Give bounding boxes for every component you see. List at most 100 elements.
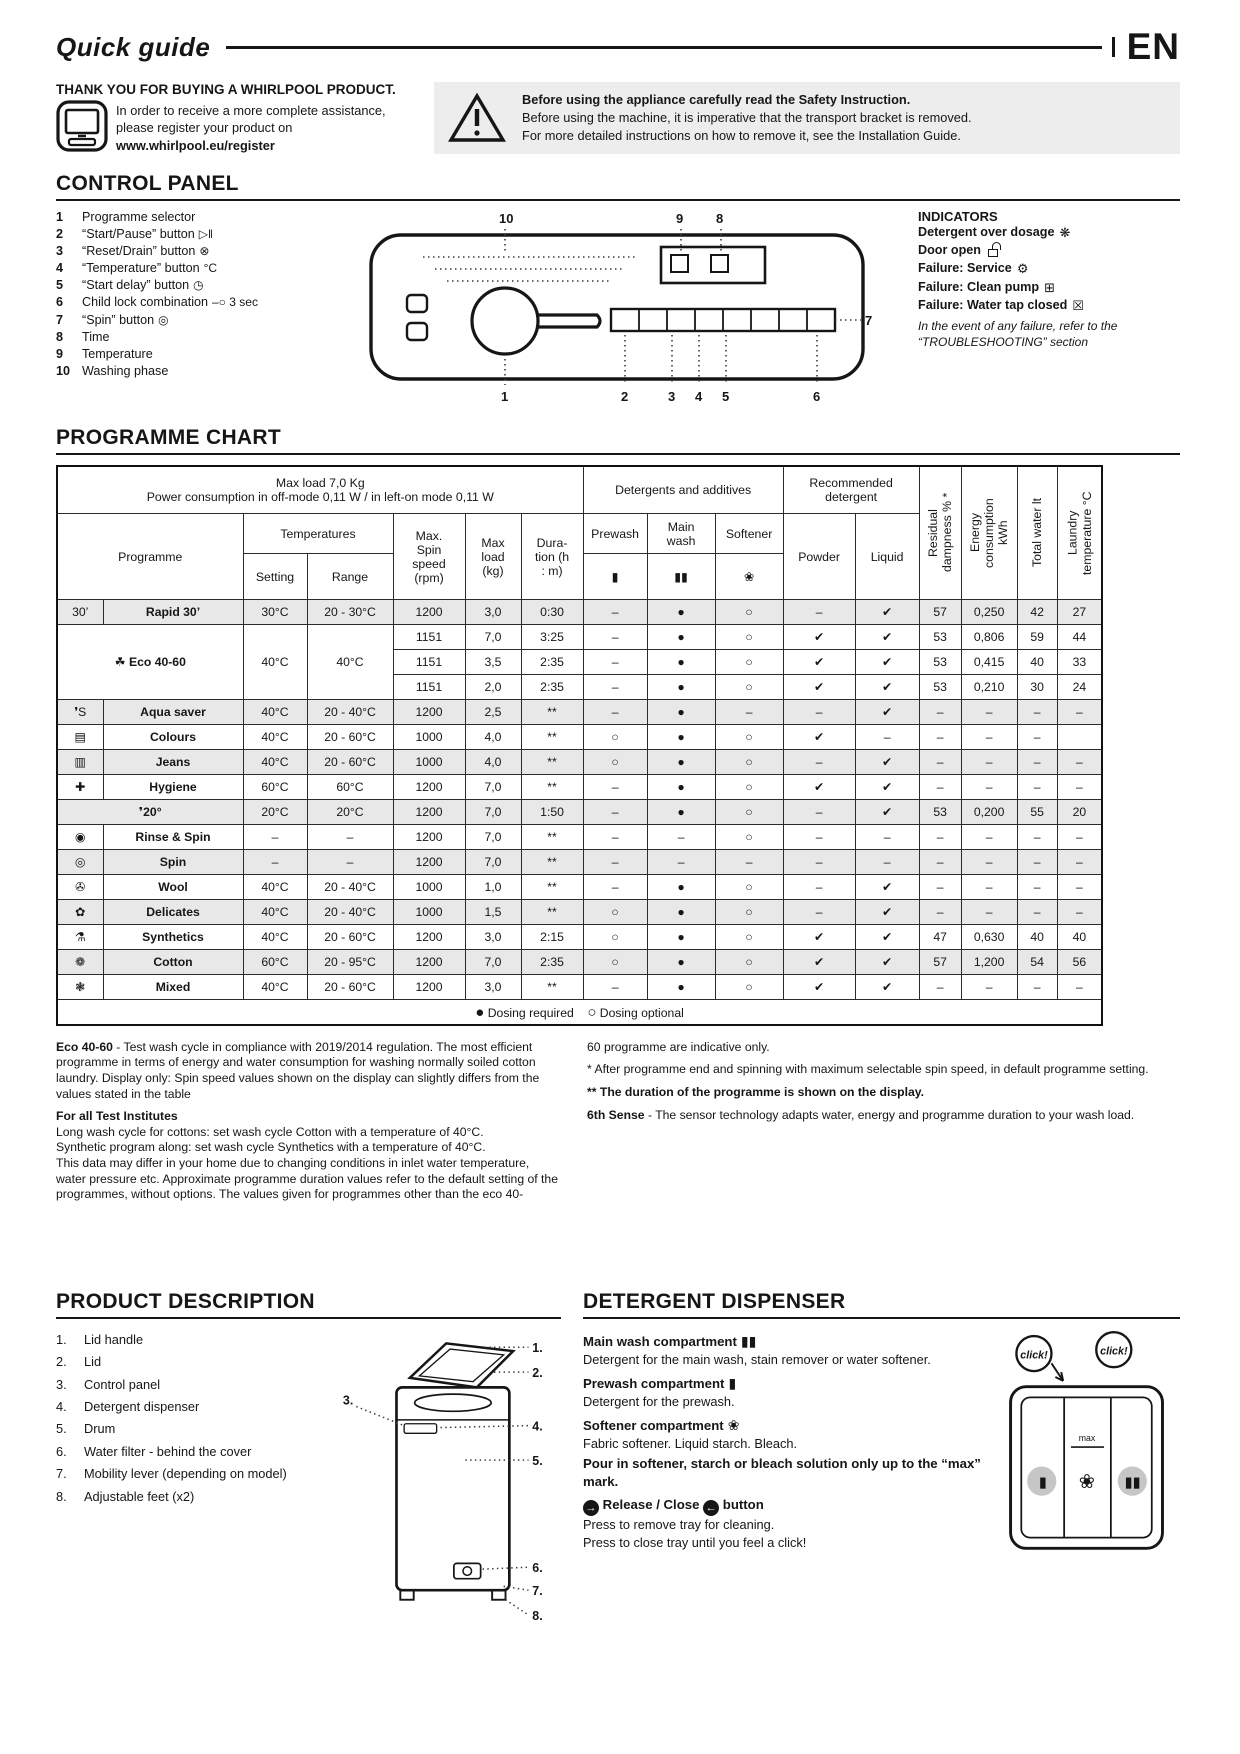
door-open-lock-icon: [987, 242, 1001, 258]
control-panel-item-number: 2: [56, 226, 64, 241]
table-cell: 1200: [392, 974, 466, 1001]
table-cell: –: [782, 749, 856, 776]
control-panel-item-label: “Spin” button: [82, 312, 155, 327]
indicators-note-line1: In the event of any failure, refer to th…: [918, 319, 1118, 334]
table-cell: ○: [714, 724, 784, 751]
click-badge-2: click!: [1100, 1345, 1128, 1357]
register-computer-icon: [56, 100, 108, 152]
table-cell: 1200: [392, 699, 466, 726]
table-cell: 1151: [392, 674, 466, 701]
intro-text: In order to receive a more complete assi…: [108, 100, 386, 154]
programme-row-colours: ▤ Colours 40°C 20 - 60°C 1000 4,0 ** ○ ● ○ ✔ – – – –: [56, 724, 1103, 751]
table-cell: –: [242, 824, 308, 851]
synthetic-cycle-note: Synthetic program along: set wash cycle …: [56, 1140, 486, 1155]
table-cell: 1200: [392, 599, 466, 626]
table-cell: ✔: [854, 624, 920, 651]
product-description-item-label: Drum: [84, 1421, 116, 1437]
control-panel-diagram: 10 9 8 7 1 2 3 4 5 6: [324, 209, 918, 410]
control-panel-item-number: 7: [56, 312, 64, 327]
footnotes-right: 60 programme are indicative only. * Afte…: [561, 1040, 1180, 1210]
release-arrow-icon[interactable]: →: [583, 1500, 599, 1517]
table-cell: –: [854, 824, 920, 851]
programme-row-synthetics: ⚗ Synthetics 40°C 20 - 60°C 1200 3,0 2:15 ○ ● ○ ✔ ✔…: [56, 924, 1103, 951]
table-cell: –: [960, 849, 1018, 876]
table-cell: 20 - 60°C: [306, 749, 394, 776]
synthetics-icon: ⚗: [56, 924, 104, 951]
control-panel-item-number: 5: [56, 278, 64, 293]
table-cell: 0,200: [960, 799, 1018, 826]
product-description-item-number: 6.: [56, 1443, 67, 1459]
table-cell: –: [1056, 824, 1103, 851]
cotton-icon: ❁: [56, 949, 104, 976]
table-cell: –: [782, 849, 856, 876]
control-panel-item-icon: ⊗: [199, 244, 210, 259]
tray-main-wash-icon[interactable]: ▮▮: [1125, 1475, 1141, 1491]
table-cell: 2,5: [464, 699, 522, 726]
product-description-item-label: Mobility lever (depending on model): [84, 1466, 287, 1482]
spin-icon: ◎: [56, 849, 104, 876]
indicator-label: Failure: Service: [918, 261, 1012, 276]
table-cell: ○: [714, 949, 784, 976]
table-cell: 53: [918, 649, 962, 676]
table-cell: 1000: [392, 899, 466, 926]
table-cell: 1200: [392, 774, 466, 801]
duration-display-note: ** The duration of the programme is show…: [587, 1085, 924, 1100]
table-cell: –: [918, 849, 962, 876]
table-cell: 57: [918, 949, 962, 976]
press-remove-text: Press to remove tray for cleaning.: [583, 1517, 775, 1533]
table-cell: ✔: [782, 774, 856, 801]
indicator-item: Failure: Service ⚙: [918, 260, 1180, 278]
click-badge-1: click!: [1020, 1349, 1048, 1361]
indicator-label: Failure: Clean pump: [918, 279, 1040, 294]
table-cell: –: [582, 849, 648, 876]
programme-name: Spin: [102, 849, 244, 876]
control-panel-item: 7 “Spin” button ◎: [56, 312, 324, 329]
control-panel-item: 8 Time: [56, 329, 324, 346]
table-cell: ✔: [854, 899, 920, 926]
product-description-item-number: 8.: [56, 1488, 67, 1504]
product-description-item-number: 1.: [56, 1331, 67, 1347]
control-panel-item: 6 Child lock combination –○ 3 sec: [56, 294, 324, 311]
table-cell: 0,630: [960, 924, 1018, 951]
table-cell: 40°C: [242, 974, 308, 1001]
programme-row-spin: ◎ Spin – –1200 7,0 ** – – – – – – – – –: [56, 849, 1103, 876]
table-cell: 40: [1056, 924, 1103, 951]
washing-machine-illustration: 1. 2. 3. 4. 5. 6. 7. 8.: [343, 1341, 543, 1623]
product-description-item-label: Adjustable feet (x2): [84, 1488, 195, 1504]
table-cell: –: [582, 824, 648, 851]
power-consumption-label: Power consumption in off-mode 0,11 W / i…: [146, 490, 494, 505]
laundry-temperature-header: Laundry temperature °C: [1057, 465, 1103, 600]
prewash-bar-icon: ▮: [728, 1374, 737, 1391]
control-panel-item-label: Temperature: [82, 346, 153, 361]
table-cell: 1200: [392, 949, 466, 976]
main-wash-header: Main wash: [646, 513, 716, 555]
pd-callout-2: 2.: [532, 1366, 542, 1380]
product-description-item: 7. Mobility lever (depending on model): [56, 1463, 341, 1485]
programme-table: Max load 7,0 Kg Power consumption in off…: [56, 464, 1104, 1026]
table-cell: 47: [918, 924, 962, 951]
control-panel-item-number: 9: [56, 346, 64, 361]
table-cell: 1,5: [464, 899, 522, 926]
control-panel-item-label: “Temperature” button: [82, 261, 200, 276]
intro-row: THANK YOU FOR BUYING A WHIRLPOOL PRODUCT…: [56, 82, 1180, 154]
tray-prewash-icon[interactable]: ▮: [1039, 1475, 1047, 1491]
table-cell: ●: [646, 774, 716, 801]
programme-name: Synthetics: [102, 924, 244, 951]
table-cell: ✔: [854, 749, 920, 776]
indicators-note: In the event of any failure, refer to th…: [918, 319, 1180, 350]
callout-10: 10: [499, 211, 513, 226]
footnotes-left: Eco 40-60 - Test wash cycle in complianc…: [56, 1040, 561, 1210]
control-panel-item: 2 “Start/Pause” button ▷‖: [56, 226, 324, 243]
table-cell: –: [960, 899, 1018, 926]
table-cell: 4,0: [464, 749, 522, 776]
table-cell: 40°C: [242, 874, 308, 901]
register-url[interactable]: www.whirlpool.eu/register: [116, 137, 275, 153]
table-cell: –: [918, 749, 962, 776]
table-cell: 57: [918, 599, 962, 626]
failure-clean-pump-icon: ⊞: [1044, 279, 1055, 295]
table-cell: ●: [646, 974, 716, 1001]
close-arrow-icon[interactable]: ←: [703, 1500, 720, 1517]
table-cell: 0:30: [520, 599, 584, 626]
table-cell: ○: [714, 899, 784, 926]
control-panel-heading: CONTROL PANEL: [56, 172, 1180, 201]
